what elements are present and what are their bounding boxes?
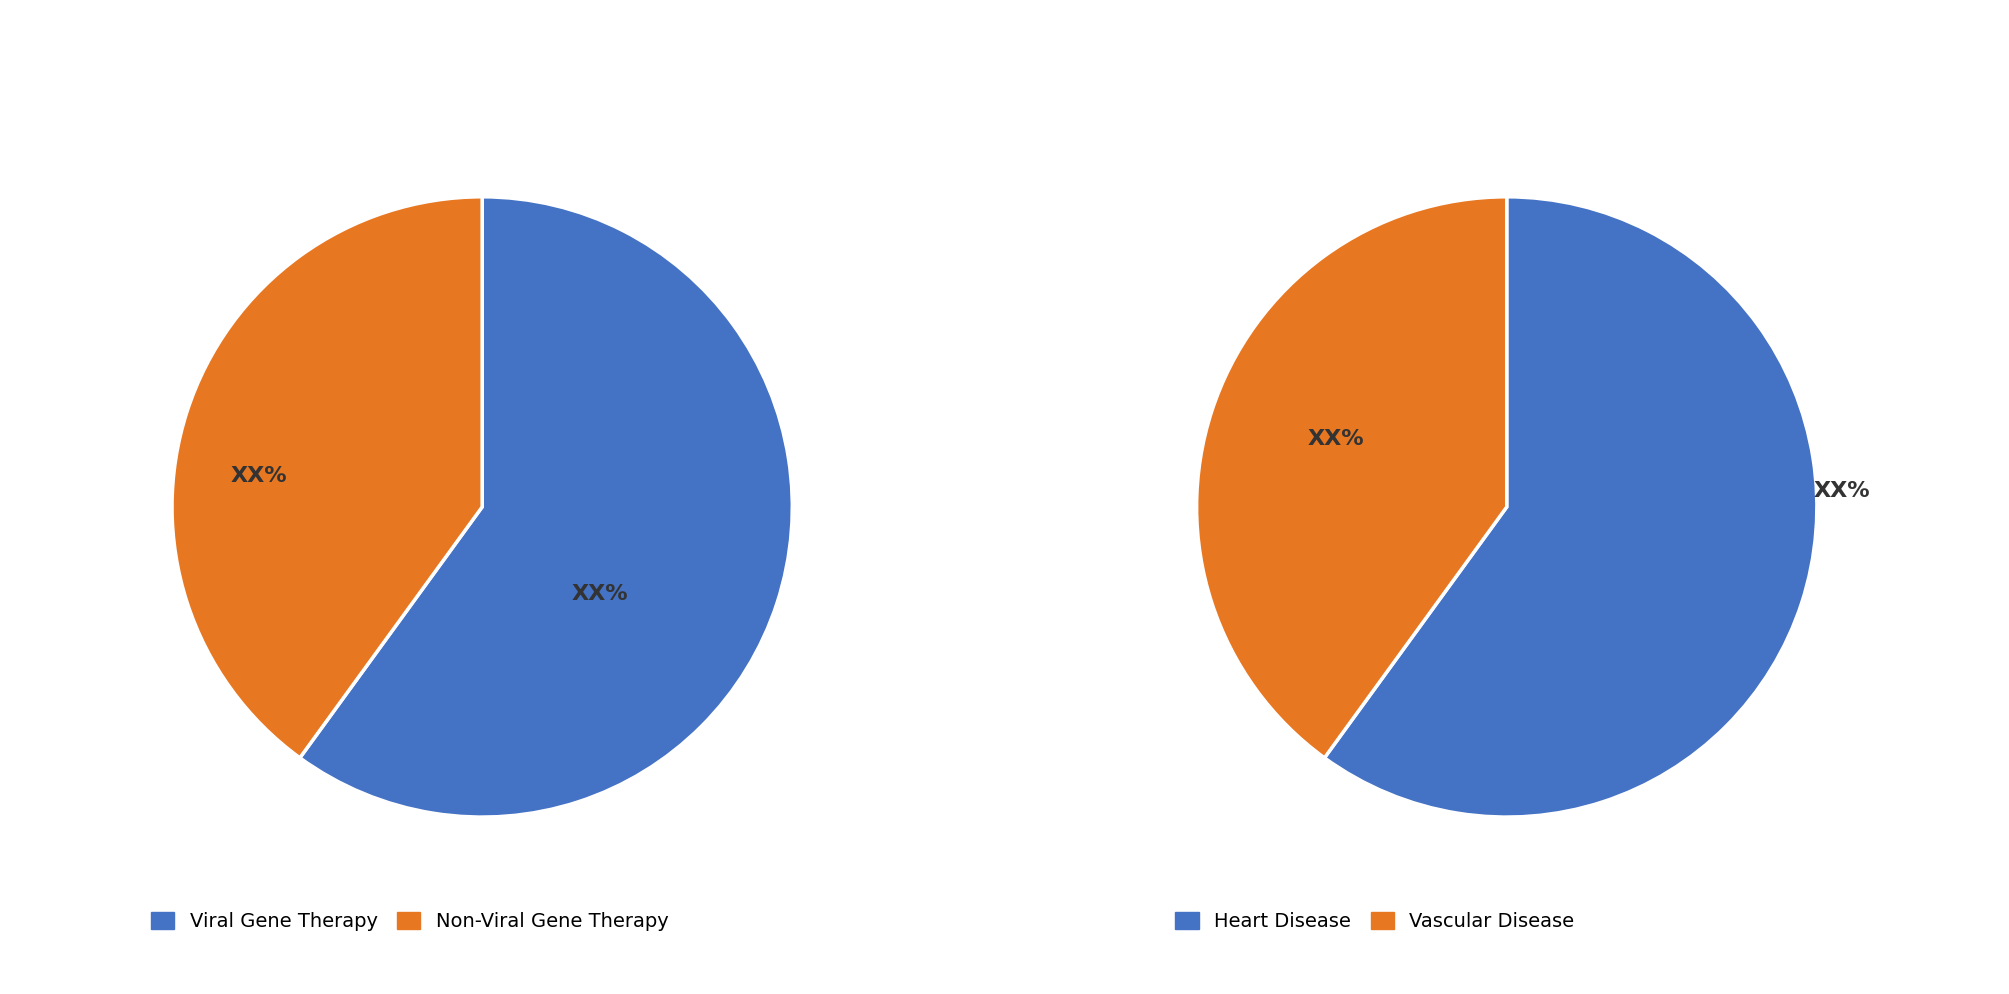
Text: Email: sales@theindustrystats.com: Email: sales@theindustrystats.com xyxy=(798,946,1211,967)
Text: Fig. Global Gene Therapy on Cardiovascular Disease Market Share by Product Types: Fig. Global Gene Therapy on Cardiovascul… xyxy=(40,38,1655,67)
Wedge shape xyxy=(1197,197,1507,757)
Legend: Heart Disease, Vascular Disease: Heart Disease, Vascular Disease xyxy=(1167,905,1583,939)
Text: XX%: XX% xyxy=(1308,428,1364,448)
Text: XX%: XX% xyxy=(231,466,287,486)
Text: XX%: XX% xyxy=(573,583,629,603)
Text: Source: Theindustrystats Analysis: Source: Theindustrystats Analysis xyxy=(30,946,432,967)
Wedge shape xyxy=(1324,197,1816,817)
Legend: Viral Gene Therapy, Non-Viral Gene Therapy: Viral Gene Therapy, Non-Viral Gene Thera… xyxy=(143,905,677,939)
Wedge shape xyxy=(299,197,792,817)
Text: XX%: XX% xyxy=(1814,481,1870,501)
Text: Website: www.theindustrystats.com: Website: www.theindustrystats.com xyxy=(1551,946,1979,967)
Wedge shape xyxy=(173,197,482,757)
